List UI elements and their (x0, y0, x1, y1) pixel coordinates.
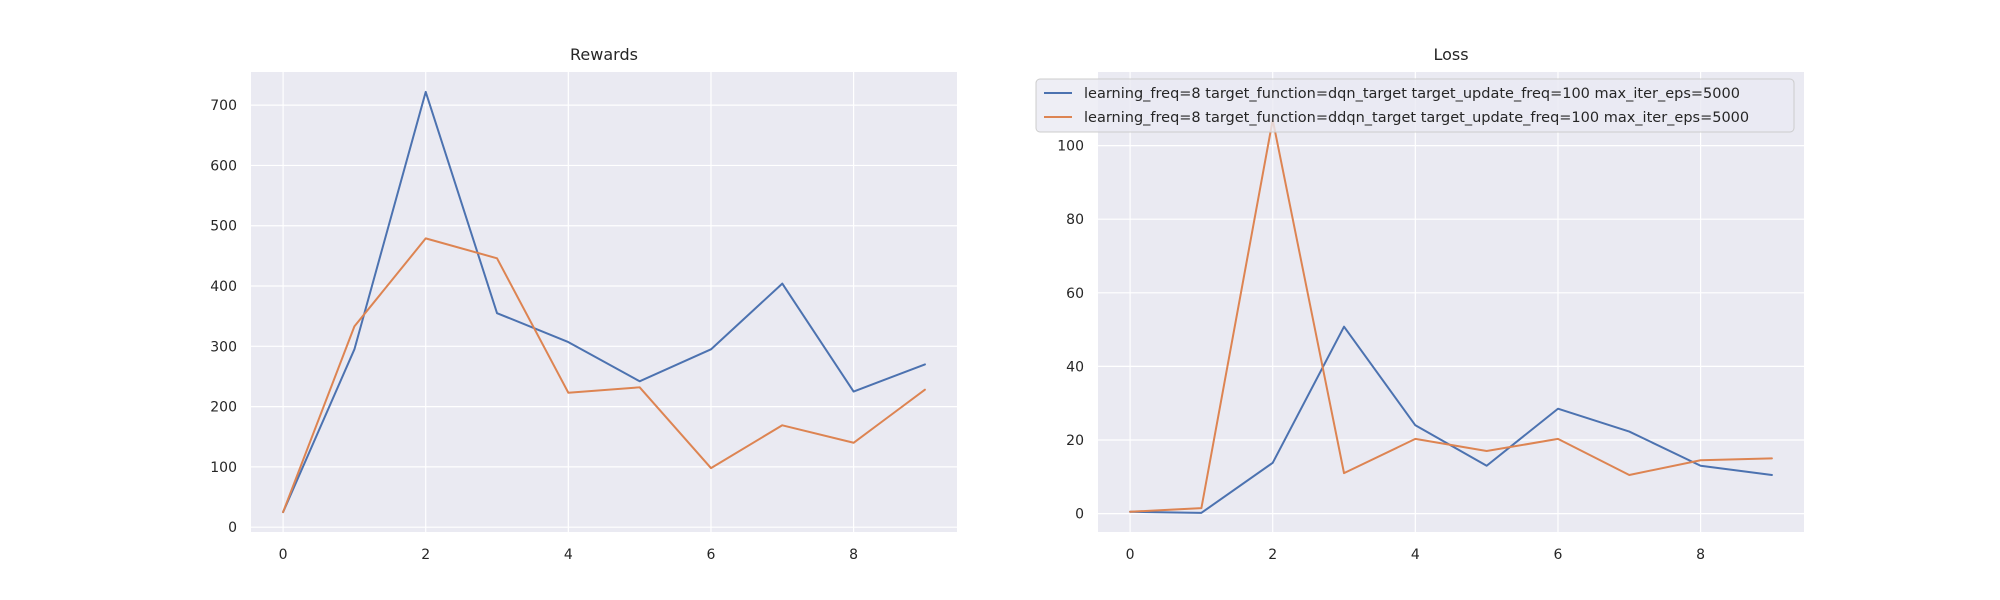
rewards-series-line-dqn (282, 90, 926, 514)
rewards-y-tick-label: 600 (210, 158, 237, 174)
loss-x-tick-label: 2 (1268, 547, 1277, 563)
legend: learning_freq=8 target_function=dqn_targ… (1035, 78, 1795, 133)
loss-series (1129, 118, 1773, 514)
legend-label-dqn: learning_freq=8 target_function=dqn_targ… (1084, 86, 1740, 102)
loss-x-tick-label: 4 (1411, 547, 1420, 563)
rewards-chart: 0 2 4 6 8 0 100 200 300 400 500 600 700 Rewards (210, 45, 957, 563)
loss-y-tick-label: 80 (1066, 212, 1084, 228)
rewards-x-tick-label: 6 (707, 547, 716, 563)
loss-x-tick-label: 8 (1696, 547, 1705, 563)
loss-x-tick-label: 0 (1126, 547, 1135, 563)
loss-grid (1098, 72, 1804, 532)
loss-y-tick-label: 60 (1066, 286, 1084, 302)
rewards-plot-area (251, 72, 957, 532)
loss-x-tick-label: 6 (1554, 547, 1563, 563)
loss-chart-title: Loss (1433, 45, 1468, 64)
rewards-chart-title: Rewards (570, 45, 638, 64)
legend-box (1035, 78, 1795, 133)
loss-y-tick-label: 40 (1066, 359, 1084, 375)
rewards-y-tick-label: 500 (210, 219, 237, 235)
rewards-series-line-ddqn (282, 237, 926, 514)
rewards-x-tick-label: 0 (279, 547, 288, 563)
loss-y-tick-label: 20 (1066, 433, 1084, 449)
rewards-x-tick-label: 8 (849, 547, 858, 563)
loss-plot-area (1098, 72, 1804, 532)
loss-series-line-ddqn (1129, 118, 1773, 513)
rewards-tick-labels: 0 2 4 6 8 0 100 200 300 400 500 600 700 (210, 98, 858, 563)
loss-y-tick-label: 100 (1057, 139, 1084, 155)
rewards-x-tick-label: 2 (421, 547, 430, 563)
rewards-grid (251, 72, 957, 532)
rewards-y-tick-label: 300 (210, 339, 237, 355)
rewards-y-tick-label: 100 (210, 460, 237, 476)
rewards-series (282, 90, 926, 514)
rewards-y-tick-label: 700 (210, 98, 237, 114)
rewards-y-tick-label: 200 (210, 400, 237, 416)
rewards-x-tick-label: 4 (564, 547, 573, 563)
rewards-y-tick-label: 0 (228, 520, 237, 536)
legend-label-ddqn: learning_freq=8 target_function=ddqn_tar… (1084, 110, 1749, 126)
rewards-y-tick-label: 400 (210, 279, 237, 295)
loss-y-tick-label: 0 (1075, 507, 1084, 523)
